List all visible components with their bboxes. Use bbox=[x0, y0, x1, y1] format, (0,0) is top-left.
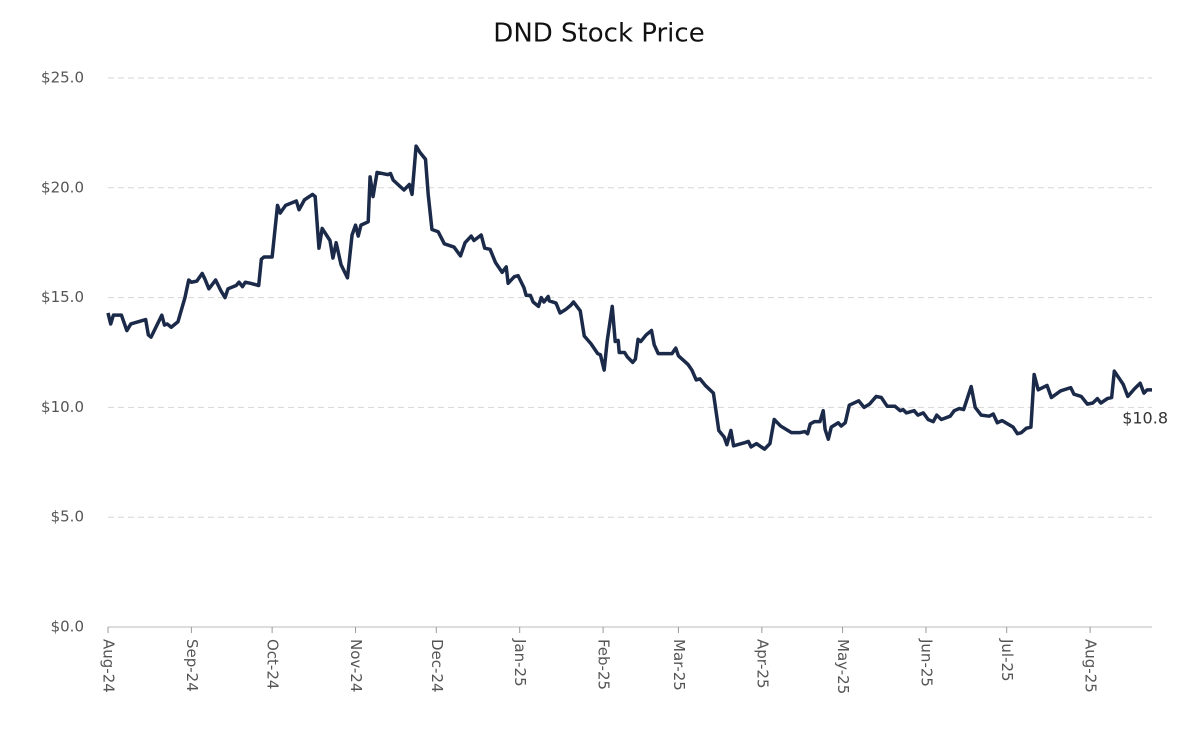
x-tick-label: May-25 bbox=[834, 639, 852, 694]
y-tick-label: $10.0 bbox=[41, 398, 84, 416]
chart-title: DND Stock Price bbox=[493, 19, 704, 49]
x-tick-label: Feb-25 bbox=[595, 639, 613, 690]
x-tick-label: Jul-25 bbox=[998, 638, 1016, 682]
x-tick-label: Mar-25 bbox=[670, 639, 688, 691]
y-tick-label: $20.0 bbox=[41, 178, 84, 196]
x-tick-label: Jan-25 bbox=[511, 638, 529, 687]
x-tick-label: Aug-24 bbox=[100, 639, 118, 693]
y-tick-label: $5.0 bbox=[51, 508, 84, 526]
x-tick-label: Nov-24 bbox=[347, 639, 365, 692]
end-label: $10.8 bbox=[1122, 408, 1168, 427]
x-tick-label: Jun-25 bbox=[917, 638, 935, 687]
x-tick-label: Oct-24 bbox=[264, 639, 282, 689]
price-line bbox=[106, 144, 1152, 451]
x-tick-label: Sep-24 bbox=[183, 639, 201, 692]
x-tick-label: Aug-25 bbox=[1082, 639, 1100, 693]
y-tick-label: $15.0 bbox=[41, 288, 84, 306]
x-tick-label: Dec-24 bbox=[428, 639, 446, 693]
y-tick-label: $0.0 bbox=[51, 618, 84, 636]
y-tick-label: $25.0 bbox=[41, 69, 84, 87]
x-tick-label: Apr-25 bbox=[753, 639, 771, 689]
